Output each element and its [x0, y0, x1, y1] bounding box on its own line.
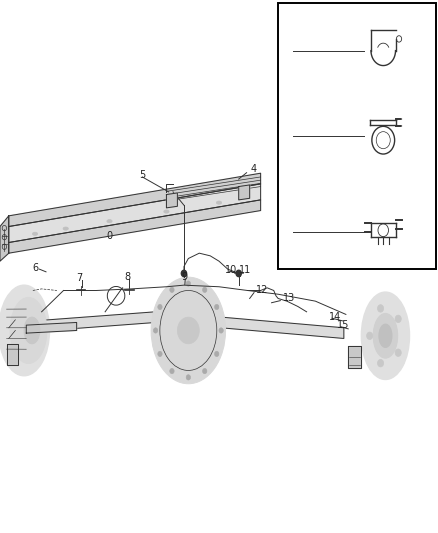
Circle shape [158, 351, 162, 357]
Polygon shape [348, 346, 361, 368]
Circle shape [219, 328, 223, 333]
Circle shape [170, 287, 174, 293]
Text: 3: 3 [285, 227, 291, 237]
Circle shape [402, 116, 406, 122]
Circle shape [395, 315, 401, 322]
Ellipse shape [32, 232, 38, 236]
Text: 15: 15 [337, 320, 350, 330]
Circle shape [395, 349, 401, 357]
Bar [278, 3, 436, 269]
Text: 5: 5 [139, 170, 145, 180]
Ellipse shape [373, 313, 398, 358]
Ellipse shape [151, 277, 226, 384]
Ellipse shape [164, 210, 169, 213]
Circle shape [402, 124, 406, 129]
Circle shape [158, 304, 162, 310]
Ellipse shape [10, 297, 47, 364]
Polygon shape [239, 185, 250, 200]
Text: 1: 1 [285, 46, 291, 55]
Text: 13: 13 [283, 294, 295, 303]
Circle shape [367, 332, 373, 340]
Ellipse shape [379, 324, 392, 348]
Circle shape [215, 351, 219, 357]
Polygon shape [9, 200, 261, 253]
Circle shape [202, 287, 207, 293]
Circle shape [181, 270, 187, 277]
Text: 4: 4 [251, 165, 257, 174]
Circle shape [177, 317, 199, 344]
Circle shape [186, 375, 191, 380]
Circle shape [186, 281, 191, 286]
Text: 11: 11 [239, 265, 251, 274]
Ellipse shape [24, 317, 40, 344]
Ellipse shape [0, 285, 49, 376]
Ellipse shape [63, 227, 68, 230]
Polygon shape [13, 312, 155, 333]
Ellipse shape [107, 220, 112, 223]
Circle shape [202, 368, 207, 374]
Circle shape [153, 328, 158, 333]
Text: 9: 9 [182, 272, 188, 282]
Ellipse shape [216, 201, 222, 204]
Polygon shape [221, 317, 344, 338]
Text: 7: 7 [77, 273, 83, 283]
Text: 0: 0 [106, 231, 113, 240]
Polygon shape [7, 344, 18, 365]
Circle shape [236, 270, 241, 277]
Polygon shape [0, 216, 9, 261]
Text: 10: 10 [225, 265, 237, 274]
Polygon shape [9, 184, 261, 243]
Circle shape [378, 359, 384, 367]
Text: 8: 8 [125, 272, 131, 282]
Text: 12: 12 [256, 286, 268, 295]
Text: 2: 2 [285, 131, 291, 141]
Circle shape [245, 301, 250, 307]
Circle shape [170, 368, 174, 374]
Ellipse shape [361, 292, 410, 379]
Text: 6: 6 [33, 263, 39, 272]
Circle shape [378, 305, 384, 312]
Polygon shape [166, 193, 177, 208]
Text: 14: 14 [328, 312, 341, 322]
Polygon shape [9, 173, 261, 227]
Polygon shape [26, 322, 77, 333]
Circle shape [215, 304, 219, 310]
